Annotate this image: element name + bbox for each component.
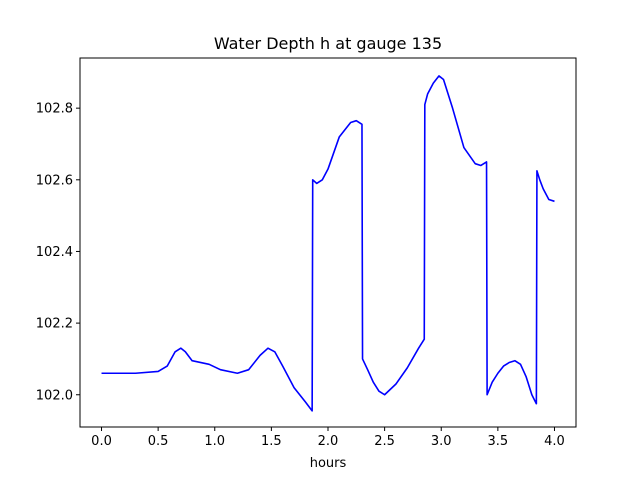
x-tick-label: 0.0 — [91, 434, 112, 449]
y-tick-label: 102.6 — [36, 173, 73, 188]
y-tick-label: 102.2 — [36, 317, 73, 332]
series-line-0 — [101, 75, 555, 412]
x-tick-label: 3.5 — [488, 434, 509, 449]
x-tick-label: 0.5 — [148, 434, 169, 449]
x-tick-label: 1.5 — [261, 434, 282, 449]
chart-title: Water Depth h at gauge 135 — [214, 34, 442, 53]
x-tick-label: 3.0 — [431, 434, 452, 449]
y-tick-label: 102.0 — [36, 388, 73, 403]
y-tick-label: 102.4 — [36, 245, 73, 260]
x-tick-label: 4.0 — [544, 434, 565, 449]
y-tick-label: 102.8 — [36, 102, 73, 117]
plot-area: 0.0 0.5 1.0 1.5 2.0 2.5 3.0 3.5 4.0 102.0 102.2 102… — [36, 57, 577, 449]
x-tick-label: 2.0 — [318, 434, 339, 449]
x-axis-label: hours — [310, 456, 347, 471]
x-tick-label: 2.5 — [374, 434, 395, 449]
x-tick-label: 1.0 — [204, 434, 225, 449]
